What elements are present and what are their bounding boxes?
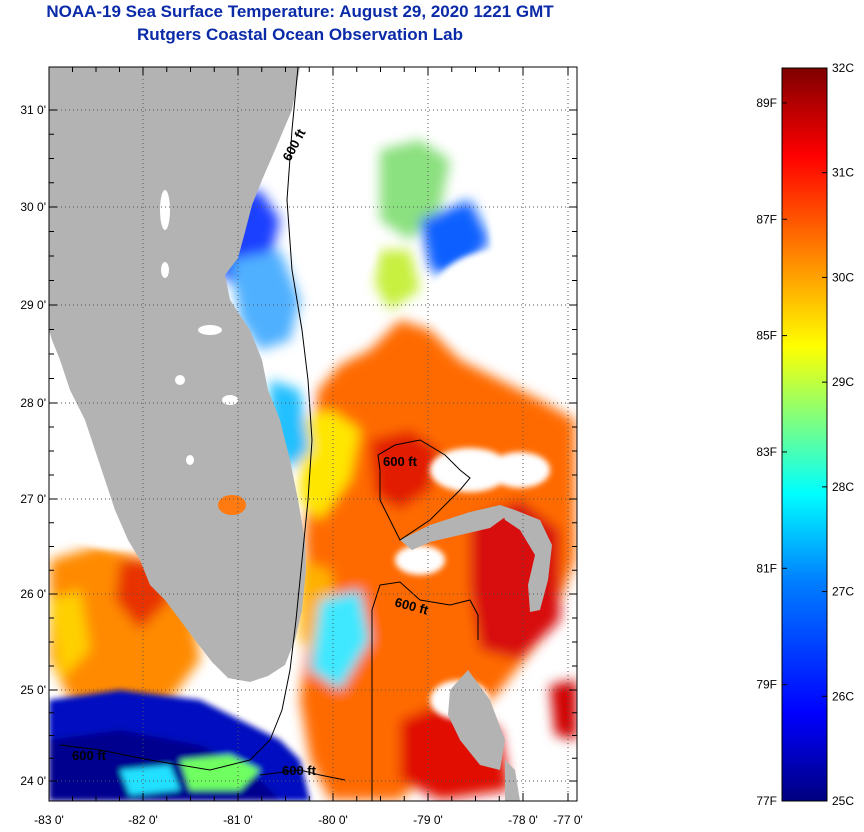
contour-label: 600 ft bbox=[72, 748, 107, 763]
colorbar-celsius-label: 29C bbox=[832, 375, 854, 389]
colorbar-celsius-label: 27C bbox=[832, 585, 854, 599]
colorbar-fahrenheit-label: 83F bbox=[756, 445, 777, 459]
lat-tick-label: 31 0' bbox=[20, 103, 46, 117]
colorbar-celsius-label: 26C bbox=[832, 689, 854, 703]
lake-okeechobee bbox=[218, 495, 246, 515]
lon-tick-label: -81 0' bbox=[223, 813, 253, 827]
map-frame bbox=[48, 66, 578, 802]
contour-label: 600 ft bbox=[383, 454, 418, 469]
colorbar-fahrenheit-label: 77F bbox=[756, 794, 777, 808]
colorbar-celsius-label: 25C bbox=[832, 794, 854, 808]
great-abaco-island bbox=[500, 505, 552, 612]
lat-tick-label: 24 0' bbox=[20, 774, 46, 788]
lat-tick-label: 27 0' bbox=[20, 492, 46, 506]
colorbar-celsius-label: 28C bbox=[832, 480, 854, 494]
lon-tick-label: -77 0' bbox=[553, 813, 583, 827]
grand-bahama-island bbox=[400, 505, 508, 550]
colorbar-fahrenheit-label: 81F bbox=[756, 561, 777, 575]
colorbar-fahrenheit-label: 89F bbox=[756, 96, 777, 110]
map-subtitle: Rutgers Coastal Ocean Observation Lab bbox=[137, 25, 463, 44]
colorbar-celsius-label: 32C bbox=[832, 61, 854, 75]
land bbox=[49, 67, 552, 801]
map-title: NOAA-19 Sea Surface Temperature: August … bbox=[46, 2, 554, 21]
colorbar-fahrenheit-label: 85F bbox=[756, 329, 777, 343]
lat-tick-label: 29 0' bbox=[20, 298, 46, 312]
lat-tick-label: 28 0' bbox=[20, 396, 46, 410]
colorbar-fahrenheit-label: 79F bbox=[756, 678, 777, 692]
lon-tick-label: -80 0' bbox=[318, 813, 348, 827]
colorbar-fahrenheit-label: 87F bbox=[756, 212, 777, 226]
colorbar-celsius-label: 30C bbox=[832, 270, 854, 284]
lon-tick-label: -79 0' bbox=[413, 813, 443, 827]
contour-label: 600 ft bbox=[282, 763, 317, 778]
colorbar bbox=[781, 67, 828, 802]
colorbar-celsius-label: 31C bbox=[832, 166, 854, 180]
lon-tick-label: -78 0' bbox=[508, 813, 538, 827]
eleuthera-island bbox=[505, 760, 520, 801]
florida-landmass bbox=[49, 67, 306, 682]
isobath-600ft bbox=[59, 66, 479, 801]
lon-tick-label: -82 0' bbox=[128, 813, 158, 827]
lon-tick-label: -83 0' bbox=[34, 813, 64, 827]
lat-tick-label: 26 0' bbox=[20, 587, 46, 601]
lat-tick-label: 25 0' bbox=[20, 683, 46, 697]
lat-tick-label: 30 0' bbox=[20, 200, 46, 214]
andros-island bbox=[448, 670, 505, 770]
